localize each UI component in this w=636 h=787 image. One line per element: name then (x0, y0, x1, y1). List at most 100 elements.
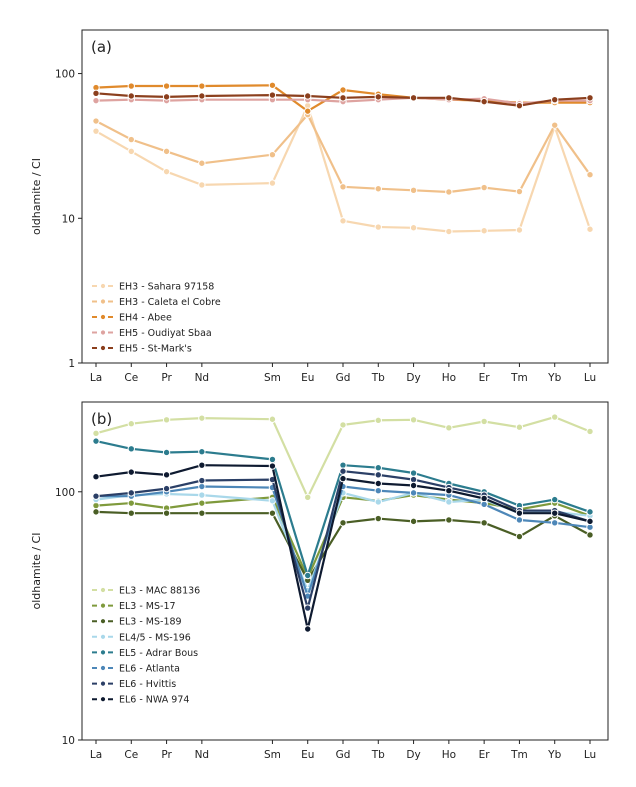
data-point (127, 135, 135, 144)
data-point (586, 508, 594, 516)
x-tick-label: Lu (584, 372, 596, 384)
x-tick-label: Er (479, 372, 491, 384)
series-line (94, 416, 592, 499)
data-point (374, 498, 382, 506)
series-1-4 (92, 89, 594, 110)
y-axis-label: oldhamite / CI (30, 158, 43, 235)
legend-swatch-marker (99, 344, 107, 352)
data-point (162, 471, 171, 479)
series-line (94, 92, 592, 107)
series-line (94, 96, 592, 105)
data-point (268, 462, 277, 470)
x-tick-label: Yb (547, 372, 561, 384)
data-point (127, 509, 135, 517)
data-point (92, 437, 100, 445)
data-point (515, 101, 524, 110)
data-point (374, 471, 382, 479)
panel-label: (b) (91, 410, 112, 428)
data-point (339, 94, 347, 102)
data-point (480, 227, 488, 235)
data-point (551, 509, 559, 517)
x-tick-label: Sm (264, 749, 281, 761)
data-point (551, 519, 559, 527)
data-point (268, 509, 277, 517)
data-point (445, 188, 453, 196)
data-point (480, 519, 488, 527)
data-point (304, 571, 312, 580)
x-tick-label: Tm (510, 372, 528, 384)
data-point (339, 519, 347, 527)
legend-entry: EH3 - Sahara 97158 (119, 282, 214, 293)
series-line (94, 464, 592, 631)
series-1-0 (92, 101, 594, 236)
data-point (445, 227, 453, 236)
data-point (586, 517, 594, 526)
data-point (445, 424, 453, 432)
data-point (198, 414, 206, 422)
data-point (339, 86, 347, 94)
y-tick-label: 1 (68, 358, 75, 370)
data-point (515, 226, 524, 234)
data-point (339, 217, 347, 225)
x-tick-label: Gd (336, 372, 351, 384)
legend-entry: EH4 - Abee (119, 313, 172, 324)
data-point (92, 127, 100, 135)
legend-entry: EL6 - Hvittis (119, 679, 176, 690)
y-tick-label: 100 (55, 69, 75, 81)
data-point (268, 151, 277, 159)
series-1-1 (92, 110, 594, 196)
data-point (409, 489, 418, 497)
data-point (268, 81, 277, 89)
data-point (586, 531, 594, 539)
data-point (480, 183, 488, 192)
data-point (551, 95, 559, 104)
x-tick-label: Dy (406, 749, 420, 761)
data-point (374, 185, 382, 193)
series-line (94, 104, 592, 233)
data-point (304, 604, 312, 612)
data-point (374, 479, 382, 488)
data-point (480, 417, 488, 426)
data-point (92, 117, 100, 125)
legend-swatch-marker (99, 649, 107, 656)
x-tick-label: Gd (336, 749, 351, 761)
data-point (198, 82, 206, 90)
data-point (162, 93, 171, 101)
data-point (304, 493, 312, 502)
data-point (198, 181, 206, 189)
data-point (162, 82, 171, 90)
x-tick-label: Ce (124, 749, 138, 761)
data-point (586, 225, 594, 233)
data-point (586, 171, 594, 179)
data-point (92, 508, 100, 516)
data-point (127, 499, 135, 507)
x-tick-label: Nd (195, 372, 210, 384)
data-point (586, 94, 594, 102)
data-point (551, 413, 559, 421)
data-point (92, 501, 100, 510)
data-point (551, 121, 559, 129)
x-tick-label: Yb (547, 749, 561, 761)
x-tick-label: Ho (442, 749, 456, 761)
data-point (515, 516, 524, 524)
data-point (268, 455, 277, 464)
legend-entry: EL3 - MAC 88136 (119, 586, 200, 597)
x-tick-label: Ho (442, 372, 456, 384)
y-axis-label: oldhamite / CI (30, 533, 43, 610)
legend-swatch-marker (99, 313, 107, 321)
data-point (304, 107, 312, 115)
panel-label: (a) (91, 38, 112, 56)
legend-swatch-marker (99, 633, 107, 640)
data-point (268, 415, 277, 423)
data-point (586, 427, 594, 436)
data-point (162, 448, 171, 457)
data-point (92, 473, 100, 481)
data-point (409, 224, 418, 232)
x-tick-label: La (90, 372, 102, 384)
data-point (339, 183, 347, 191)
x-tick-label: Sm (264, 372, 281, 384)
x-tick-label: Tb (371, 372, 385, 384)
plot-frame-1 (81, 29, 609, 364)
data-point (409, 469, 418, 477)
